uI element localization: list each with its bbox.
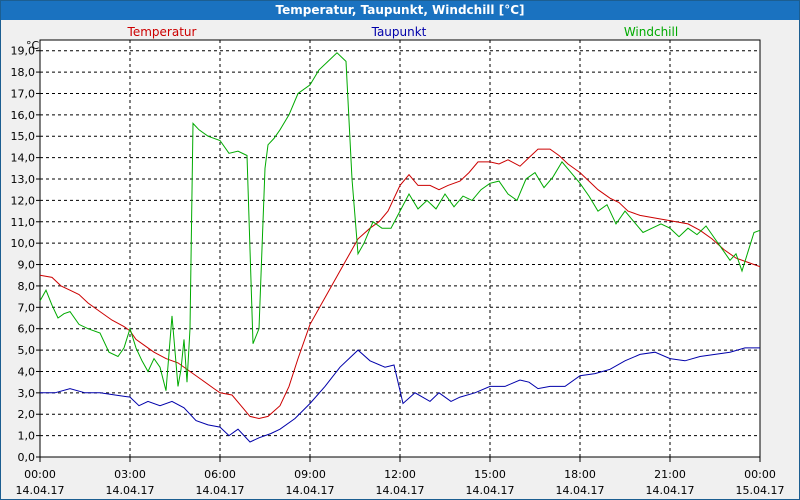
y-tick-label: 2,0 [18, 408, 36, 421]
y-tick-label: 4,0 [18, 365, 36, 378]
series-line-windchill [39, 52, 761, 391]
y-tick-label: 18,0 [11, 66, 36, 79]
x-axis-ticks: 00:00 14.04.17 03:00 14.04.17 06:00 14.04.17 0… [16, 457, 785, 497]
x-tick-time-label: 21:00 [654, 468, 686, 481]
series-line-temperatur [39, 148, 761, 420]
legend-windchill: Windchill [624, 25, 678, 39]
y-tick-label: 13,0 [11, 173, 36, 186]
y-tick-label: 9,0 [18, 259, 36, 272]
x-tick-date-label: 14.04.17 [106, 484, 155, 497]
x-tick-time-label: 09:00 [294, 468, 326, 481]
y-tick-label: 0,0 [18, 451, 36, 464]
legend-taupunkt: Taupunkt [371, 25, 427, 39]
legend-temperatur: Temperatur [127, 25, 197, 39]
y-tick-label: 19,0 [11, 45, 36, 58]
x-tick-date-label: 14.04.17 [466, 484, 515, 497]
x-tick-time-label: 12:00 [384, 468, 416, 481]
window-title: Temperatur, Taupunkt, Windchill [°C] [1, 1, 799, 20]
y-axis-unit-label: °C [26, 39, 40, 52]
y-tick-label: 12,0 [11, 194, 36, 207]
x-tick-date-label: 14.04.17 [196, 484, 245, 497]
plot-area [39, 39, 761, 458]
x-tick-date-label: 14.04.17 [286, 484, 335, 497]
y-tick-label: 1,0 [18, 430, 36, 443]
grid-lines [40, 40, 760, 457]
y-axis-ticks: 0,0 1,0 2,0 3,0 4,0 5,0 6,0 7,0 8,0 9,0 10,0 11,0 12… [11, 45, 40, 464]
x-tick-time-label: 03:00 [114, 468, 146, 481]
x-tick-date-label: 14.04.17 [556, 484, 605, 497]
y-tick-label: 11,0 [11, 216, 36, 229]
x-tick-date-label: 14.04.17 [376, 484, 425, 497]
y-tick-label: 5,0 [18, 344, 36, 357]
y-tick-label: 7,0 [18, 301, 36, 314]
y-tick-label: 6,0 [18, 323, 36, 336]
x-tick-time-label: 06:00 [204, 468, 236, 481]
series-line-taupunkt [40, 347, 760, 443]
x-tick-date-label: 15.04.17 [736, 484, 785, 497]
x-tick-date-label: 14.04.17 [16, 484, 65, 497]
y-tick-label: 14,0 [11, 152, 36, 165]
y-tick-label: 17,0 [11, 87, 36, 100]
x-tick-time-label: 00:00 [24, 468, 56, 481]
y-tick-label: 16,0 [11, 109, 36, 122]
x-tick-time-label: 18:00 [564, 468, 596, 481]
y-tick-label: 10,0 [11, 237, 36, 250]
y-tick-label: 15,0 [11, 130, 36, 143]
series-lines [39, 52, 761, 443]
x-tick-time-label: 00:00 [744, 468, 776, 481]
y-tick-label: 8,0 [18, 280, 36, 293]
x-tick-date-label: 14.04.17 [646, 484, 695, 497]
y-tick-label: 3,0 [18, 387, 36, 400]
x-tick-time-label: 15:00 [474, 468, 506, 481]
